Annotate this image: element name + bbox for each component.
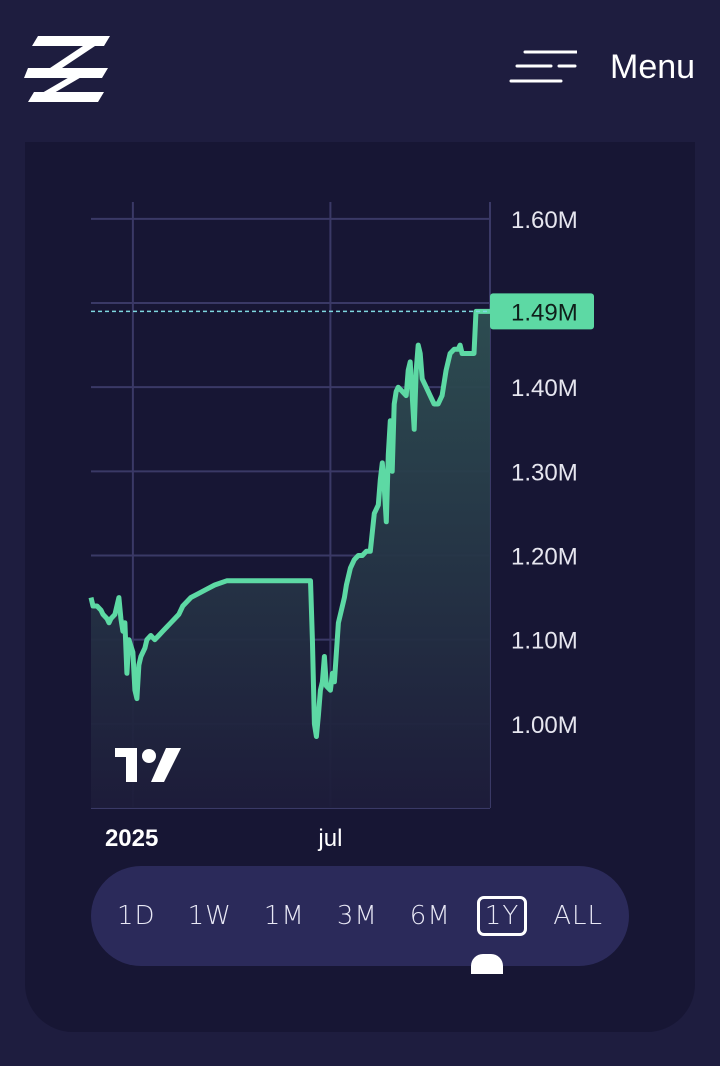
current-value-badge: 1.49M (490, 293, 594, 330)
range-option-1y[interactable]: 1Y (476, 896, 528, 936)
range-option-all[interactable]: ALL (553, 901, 603, 931)
range-option-3m[interactable]: 3M (336, 901, 378, 931)
x-axis: 2025 jul (105, 825, 342, 852)
chart-line (88, 308, 490, 739)
app-header: Menu (0, 0, 720, 135)
y-tick-label: 1.30M (511, 459, 578, 486)
range-selector: 1D 1W 1M 3M 6M 1Y ALL (91, 866, 629, 966)
scroll-handle[interactable] (471, 954, 503, 974)
y-tick-label: 1.60M (511, 207, 578, 234)
current-value-label: 1.49M (511, 299, 578, 326)
current-value-badge-bg (490, 293, 594, 330)
x-tick-label: 2025 (105, 825, 158, 852)
hamburger-icon (509, 50, 577, 83)
y-axis: 1.60M 1.40M 1.30M 1.20M 1.10M 1.00M (511, 207, 578, 739)
range-option-1d[interactable]: 1D (117, 901, 156, 931)
chart-area-fill (91, 311, 490, 808)
menu-label: Menu (610, 48, 696, 86)
brand-z-logo[interactable] (24, 34, 112, 104)
chart-card: 1.60M 1.40M 1.30M 1.20M 1.10M 1.00M 2025 jul 1… (25, 142, 695, 1032)
range-option-1w[interactable]: 1W (187, 901, 232, 931)
y-tick-label: 1.20M (511, 544, 578, 571)
x-tick-label: jul (317, 825, 342, 852)
range-option-6m[interactable]: 6M (409, 901, 451, 931)
price-chart[interactable]: 1.60M 1.40M 1.30M 1.20M 1.10M 1.00M 2025 jul 1… (25, 142, 695, 862)
y-tick-label: 1.40M (511, 375, 578, 402)
menu-button[interactable]: Menu (505, 40, 705, 95)
tradingview-logo (115, 748, 181, 782)
y-tick-label: 1.10M (511, 628, 578, 655)
y-tick-label: 1.00M (511, 712, 578, 739)
range-option-1m[interactable]: 1M (263, 901, 305, 931)
